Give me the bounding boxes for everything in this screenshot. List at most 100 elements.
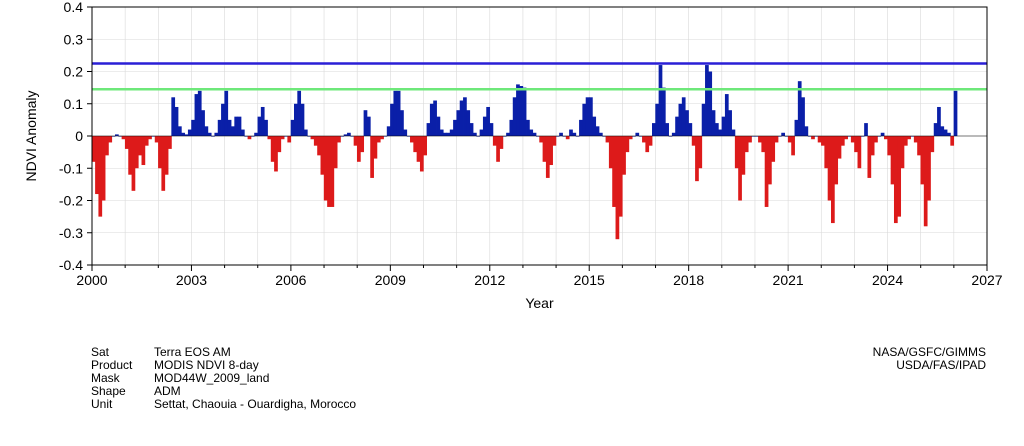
anomaly-bar (615, 136, 620, 240)
anomaly-bar (131, 136, 136, 191)
y-tick-label: 0 (75, 128, 83, 144)
anomaly-bar (439, 129, 444, 136)
anomaly-bar (592, 116, 597, 136)
anomaly-bar (416, 136, 421, 162)
anomaly-bar (907, 136, 911, 140)
anomaly-bar (492, 136, 497, 146)
anomaly-bar (380, 136, 384, 140)
anomaly-bar (705, 65, 709, 136)
x-tick-label: 2009 (375, 272, 406, 288)
anomaly-bar (121, 136, 126, 140)
anomaly-bar (108, 136, 113, 143)
anomaly-bar (161, 136, 166, 191)
anomaly-bar (214, 132, 219, 136)
anomaly-bar (327, 136, 331, 207)
anomaly-bar (287, 136, 292, 143)
anomaly-bar (744, 136, 749, 153)
anomaly-bar (817, 136, 822, 143)
reference-lines (92, 62, 987, 91)
anomaly-bar (446, 132, 451, 136)
anomaly-bar (824, 136, 829, 169)
anomaly-bar (529, 129, 534, 136)
anomaly-bar (804, 126, 809, 136)
anomaly-bar (625, 136, 630, 153)
anomaly-bar (681, 97, 686, 136)
anomaly-bar (303, 129, 308, 136)
anomaly-bar (101, 136, 106, 201)
anomaly-bar (618, 136, 623, 217)
anomaly-bar (313, 136, 318, 146)
anomaly-bar (738, 136, 742, 201)
anomaly-bar (854, 136, 858, 153)
anomaly-bar (628, 136, 633, 140)
meta-value-shape: ADM (154, 384, 181, 398)
anomaly-bar (884, 136, 888, 140)
x-tick-label: 2000 (76, 272, 107, 288)
anomaly-bar (356, 136, 361, 162)
anomaly-bar (274, 136, 278, 172)
anomaly-bar (105, 136, 109, 156)
anomaly-bar (386, 126, 391, 136)
y-tick-label: 0.2 (64, 64, 84, 80)
x-tick-label: 2012 (474, 272, 505, 288)
anomaly-bar (333, 136, 338, 169)
y-tick-label: -0.2 (59, 193, 83, 209)
anomaly-bar (711, 110, 716, 136)
anomaly-bar (403, 129, 408, 136)
anomaly-bar (698, 136, 703, 169)
anomaly-bar (257, 116, 262, 136)
x-tick-label: 2021 (773, 272, 804, 288)
x-tick-label: 2027 (971, 272, 1002, 288)
anomaly-bar (930, 136, 935, 153)
anomaly-bar (489, 123, 494, 136)
anomaly-bar (224, 90, 229, 136)
anomaly-bar (347, 132, 351, 136)
anomaly-bar (950, 136, 955, 146)
anomaly-bar (718, 129, 723, 136)
meta-key-unit: Unit (91, 397, 113, 411)
anomaly-bar (903, 136, 908, 146)
anomaly-bar (479, 129, 484, 136)
anomaly-bar (532, 132, 537, 136)
anomaly-bar (506, 132, 510, 136)
x-tick-label: 2015 (574, 272, 605, 288)
anomaly-bar (366, 116, 371, 136)
anomaly-bar (579, 119, 583, 136)
anomaly-bar (509, 119, 514, 136)
anomaly-bar (360, 136, 365, 153)
x-tick-label: 2018 (673, 272, 704, 288)
anomaly-bar (516, 84, 520, 136)
anomaly-bar (893, 136, 898, 224)
anomaly-bar (642, 136, 646, 143)
anomaly-bar (764, 136, 769, 207)
y-tick-label: 0.4 (64, 0, 84, 15)
x-axis-title: Year (525, 295, 554, 311)
anomaly-bar (658, 65, 663, 136)
anomaly-bar (486, 106, 490, 136)
anomaly-bar (791, 136, 795, 156)
anomaly-bar (844, 136, 848, 140)
x-tick-label: 2006 (275, 272, 306, 288)
anomaly-bar (731, 129, 736, 136)
anomaly-bar (774, 136, 779, 143)
anomaly-bar (201, 110, 205, 136)
anomaly-bar (456, 110, 461, 136)
anomaly-bar (473, 132, 477, 136)
anomaly-bar (91, 136, 96, 162)
anomaly-bar (148, 136, 152, 140)
anomaly-bar (526, 119, 530, 136)
anomaly-bar (496, 136, 500, 162)
x-axis-ticks: 2000 2003 2006 2009 2012 2015 2018 2021 2024 2027 (76, 265, 1003, 288)
anomaly-bar (582, 103, 587, 136)
anomaly-bar (317, 136, 321, 156)
anomaly-bar (247, 136, 252, 140)
anomaly-bar (787, 136, 792, 143)
anomaly-bar (264, 119, 268, 136)
anomaly-bar (197, 90, 202, 136)
anomaly-bar (545, 136, 550, 178)
anomaly-bar (270, 136, 275, 162)
anomaly-bar (857, 136, 862, 169)
anomaly-bar (748, 136, 752, 143)
anomaly-bar (834, 136, 839, 185)
anomaly-bar (728, 110, 732, 136)
